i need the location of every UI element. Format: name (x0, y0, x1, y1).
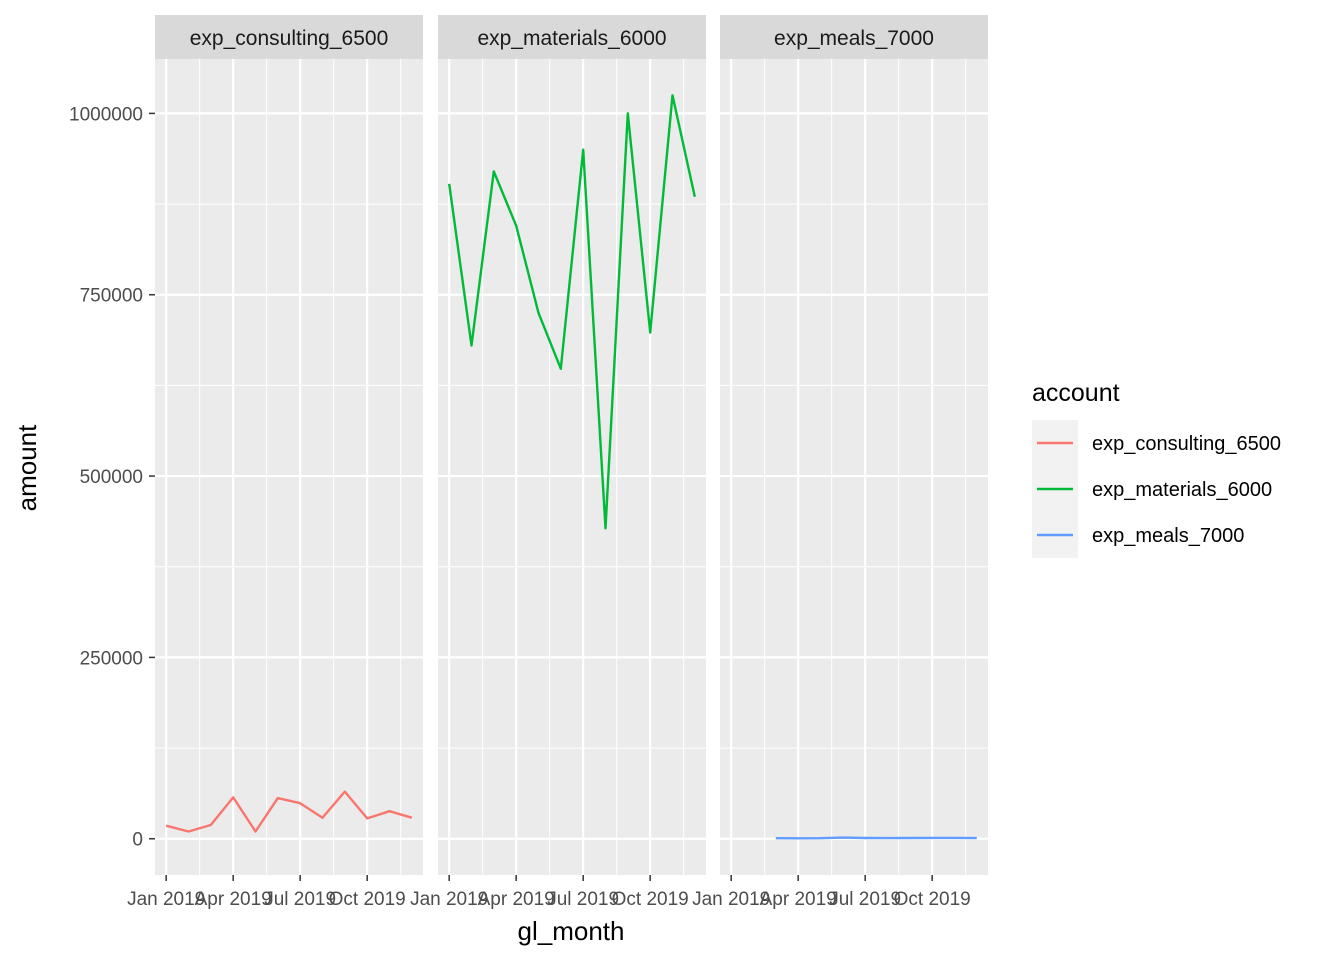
legend-label: exp_materials_6000 (1092, 479, 1272, 501)
y-axis-title: amount (12, 424, 42, 511)
facet-panel-exp_meals_7000: exp_meals_7000 (720, 15, 988, 875)
x-tick-label: Apr 2019 (195, 889, 272, 910)
y-axis: 0 250000 500000 750000 1000000 (69, 104, 155, 851)
x-tick-label: Jul 2019 (264, 889, 336, 910)
facet-strip (155, 15, 423, 59)
y-tick-label: 250000 (80, 648, 143, 669)
series-line-exp_materials_6000 (448, 94, 696, 530)
facet-strip (720, 15, 988, 59)
x-tick-label: Oct 2019 (894, 889, 971, 910)
x-tick-label: Oct 2019 (329, 889, 406, 910)
y-tick-label: 0 (132, 830, 143, 851)
x-tick-label: Oct 2019 (612, 889, 689, 910)
y-tick-label: 500000 (80, 467, 143, 488)
facet-panel-exp_consulting_6500: exp_consulting_6500 (155, 15, 423, 875)
facet-strip (438, 15, 706, 59)
y-tick-label: 1000000 (69, 104, 143, 125)
facet-panel-exp_materials_6000: exp_materials_6000 (438, 15, 706, 875)
facet-strip-label: exp_materials_6000 (477, 27, 666, 50)
x-tick-label: Apr 2019 (478, 889, 555, 910)
y-tick-label: 750000 (80, 286, 143, 307)
legend-label: exp_consulting_6500 (1092, 433, 1281, 455)
panel-background (155, 59, 423, 875)
series-line-exp_consulting_6500 (165, 790, 413, 833)
x-tick-label: Jan 2019 (692, 889, 770, 910)
legend: account exp_consulting_6500 exp_materials… (1032, 379, 1281, 558)
panel-background (720, 59, 988, 875)
legend-label: exp_meals_7000 (1092, 525, 1244, 547)
x-tick-label: Apr 2019 (760, 889, 837, 910)
x-tick-label: Jul 2019 (547, 889, 619, 910)
series-line-exp_meals_7000 (775, 836, 977, 840)
facet-panels: exp_consulting_6500 exp_materials_6000 exp… (155, 15, 988, 875)
facet-strip-label: exp_meals_7000 (774, 27, 934, 50)
x-tick-label: Jul 2019 (829, 889, 901, 910)
panel-background (438, 59, 706, 875)
legend-title: account (1032, 379, 1120, 407)
facet-strip-label: exp_consulting_6500 (190, 27, 389, 50)
x-tick-label: Jan 2019 (127, 889, 205, 910)
x-axis-title: gl_month (518, 916, 625, 946)
x-tick-label: Jan 2019 (410, 889, 488, 910)
